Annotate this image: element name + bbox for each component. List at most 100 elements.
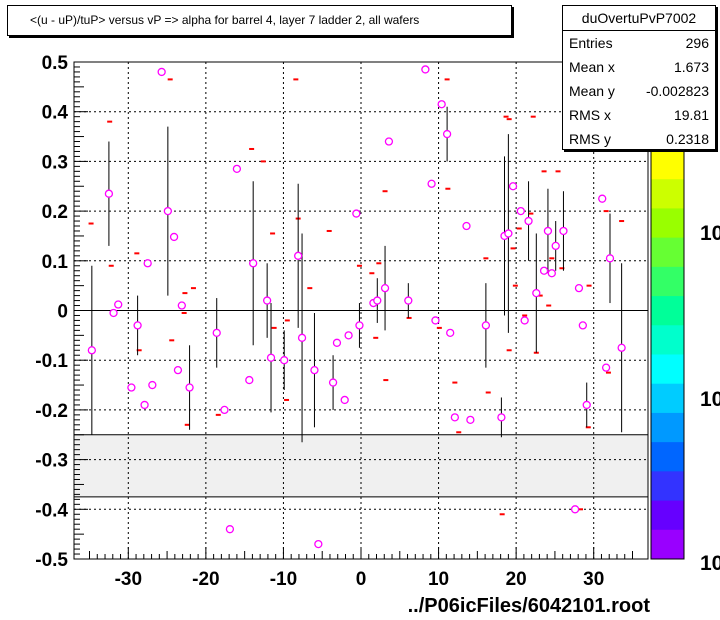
data-point	[508, 182, 518, 191]
data-point	[127, 383, 136, 392]
data-point	[446, 328, 455, 338]
chart-title: <(u - uP)/tuP> versus vP => alpha for ba…	[30, 13, 420, 27]
data-point	[450, 413, 460, 422]
x-tick-label: 0	[356, 569, 367, 590]
data-point	[157, 67, 166, 77]
stats-value: 19.81	[673, 107, 709, 123]
data-point	[551, 241, 560, 251]
data-point	[114, 300, 123, 309]
stats-value: 0.2318	[666, 131, 709, 147]
palette-swatch	[651, 471, 684, 502]
data-point	[570, 505, 580, 514]
data-point	[582, 400, 591, 410]
data-point	[314, 539, 323, 549]
stats-row-entries: Entries 296	[563, 31, 715, 55]
data-point	[559, 226, 568, 236]
data-point	[574, 283, 584, 293]
data-point	[520, 316, 529, 325]
data-point	[497, 413, 506, 422]
data-point	[173, 365, 183, 375]
data-point	[421, 65, 430, 74]
y-tick-label: 0.3	[42, 152, 68, 173]
data-point	[294, 251, 303, 260]
y-tick-label: -0.2	[35, 401, 68, 422]
data-point	[578, 321, 587, 330]
palette-swatch	[651, 266, 684, 297]
chart-title-box: <(u - uP)/tuP> versus vP => alpha for ba…	[7, 5, 512, 36]
data-point	[442, 129, 452, 139]
stats-label: RMS x	[569, 107, 611, 123]
data-point	[462, 221, 471, 231]
data-point	[539, 266, 549, 275]
data-point	[466, 415, 475, 424]
x-tick-label: 30	[583, 569, 604, 590]
stats-value: 1.673	[673, 59, 709, 75]
data-point	[404, 296, 413, 305]
data-point	[185, 383, 194, 392]
palette-swatch	[651, 325, 684, 355]
stats-row-mean-y: Mean y -0.002823	[563, 79, 715, 103]
y-tick-label: 0.2	[42, 202, 68, 223]
data-point	[427, 179, 436, 188]
palette-swatch	[651, 179, 684, 209]
data-point	[373, 296, 382, 305]
data-point	[163, 206, 173, 216]
y-tick-label: -0.4	[35, 500, 68, 521]
stats-label: Mean x	[569, 59, 615, 75]
data-point	[310, 365, 319, 375]
palette-swatch	[651, 237, 684, 268]
stats-row-mean-x: Mean x 1.673	[563, 55, 715, 79]
y-tick-label: 0.4	[42, 103, 69, 124]
data-point	[355, 321, 364, 330]
y-tick-label: -0.1	[35, 351, 68, 372]
excluded-band	[73, 434, 649, 498]
stats-value: -0.002823	[645, 83, 709, 99]
data-point	[481, 321, 491, 330]
stats-title: duOvertuPvP7002	[563, 6, 715, 31]
data-point	[328, 378, 338, 387]
palette-swatch	[651, 442, 684, 472]
data-point	[212, 328, 221, 338]
y-tick-label: 0.1	[42, 252, 69, 273]
stats-label: Mean y	[569, 83, 615, 99]
data-point	[437, 100, 446, 109]
data-point	[87, 346, 96, 355]
data-point	[297, 333, 307, 342]
y-tick-label: -0.3	[35, 451, 68, 472]
data-point	[605, 254, 615, 263]
data-point	[617, 343, 626, 352]
palette-swatch	[651, 296, 684, 326]
palette-label: 10	[700, 222, 720, 245]
palette-frame	[650, 149, 685, 560]
data-point	[249, 259, 258, 268]
stats-value: 296	[685, 35, 709, 51]
data-point	[431, 316, 440, 325]
file-path-label: ../P06icFiles/6042101.root	[407, 595, 650, 617]
palette-swatch	[651, 208, 684, 239]
data-point	[109, 308, 118, 318]
y-tick-label: 0.5	[42, 53, 69, 74]
data-point	[601, 363, 611, 372]
data-point	[266, 353, 276, 362]
data-point	[104, 189, 114, 198]
palette-label: 10	[700, 552, 720, 575]
x-tick-label: -20	[192, 569, 219, 590]
x-tick-label: 20	[506, 569, 527, 590]
data-point	[177, 301, 186, 310]
data-point	[543, 226, 553, 236]
data-point	[133, 321, 142, 330]
palette-swatch	[651, 529, 684, 560]
data-point	[332, 338, 342, 347]
data-point	[352, 209, 361, 218]
palette-swatch	[651, 150, 684, 180]
y-tick-label: -0.5	[35, 550, 68, 571]
stats-row-rms-x: RMS x 19.81	[563, 103, 715, 127]
stats-label: RMS y	[569, 131, 611, 147]
data-point	[148, 380, 157, 390]
data-point	[516, 206, 525, 216]
palette-label: 10	[700, 388, 720, 411]
data-point	[143, 259, 152, 268]
y-tick-label: 0	[57, 302, 68, 323]
data-point	[220, 405, 229, 415]
